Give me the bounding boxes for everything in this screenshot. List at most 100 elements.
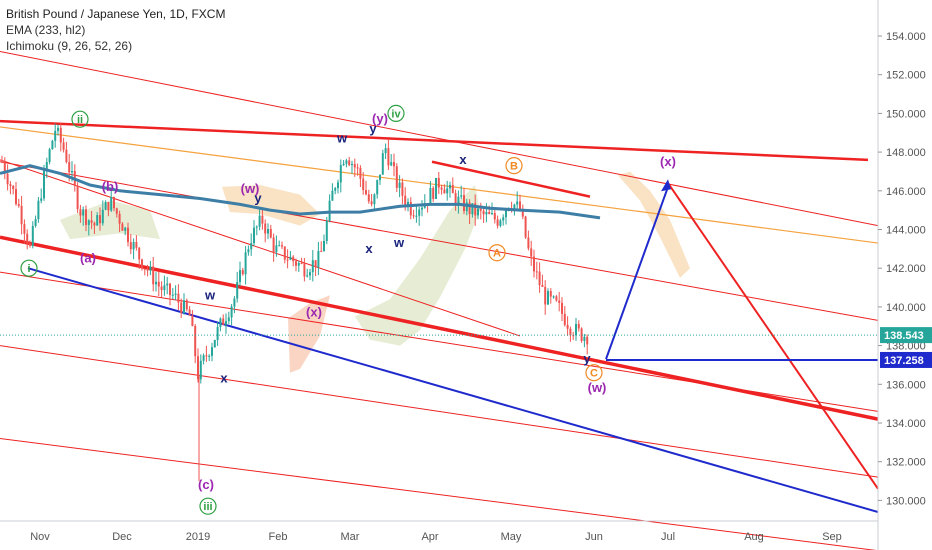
candle-body[interactable] <box>71 171 73 173</box>
candle-body[interactable] <box>48 149 51 162</box>
candle-body[interactable] <box>418 209 421 216</box>
channel-line-4[interactable] <box>0 345 878 478</box>
candle-body[interactable] <box>3 161 6 174</box>
candle-body[interactable] <box>339 165 342 183</box>
candle-body[interactable] <box>286 259 289 261</box>
red-projection-line[interactable] <box>667 182 879 490</box>
candle-body[interactable] <box>253 227 255 244</box>
candle-body[interactable] <box>432 187 435 199</box>
candle-body[interactable] <box>152 266 155 285</box>
candle-body[interactable] <box>132 241 135 250</box>
candle-body[interactable] <box>356 167 359 169</box>
candle-body[interactable] <box>320 250 323 252</box>
candle-body[interactable] <box>365 190 367 195</box>
candle-body[interactable] <box>306 275 309 277</box>
candle-body[interactable] <box>395 166 398 188</box>
candle-body[interactable] <box>99 215 101 224</box>
candle-body[interactable] <box>519 201 521 211</box>
candle-body[interactable] <box>241 270 244 275</box>
candle-body[interactable] <box>199 360 202 380</box>
candle-body[interactable] <box>208 355 211 357</box>
candle-body[interactable] <box>93 222 96 226</box>
candle-body[interactable] <box>446 188 449 194</box>
ema-line[interactable] <box>0 164 601 220</box>
candle-body[interactable] <box>264 223 267 234</box>
candle-body[interactable] <box>247 249 250 253</box>
candle-body[interactable] <box>309 272 311 276</box>
candle-body[interactable] <box>359 167 362 179</box>
candle-body[interactable] <box>460 195 463 197</box>
candle-body[interactable] <box>353 164 356 168</box>
candle-body[interactable] <box>12 185 15 190</box>
candle-body[interactable] <box>376 180 379 195</box>
channel-line-5[interactable] <box>0 437 878 550</box>
candle-body[interactable] <box>289 256 292 260</box>
candle-body[interactable] <box>163 285 166 291</box>
candle-body[interactable] <box>34 219 37 226</box>
candle-body[interactable] <box>555 296 558 301</box>
candle-body[interactable] <box>547 291 549 305</box>
candle-body[interactable] <box>230 306 233 318</box>
candle-body[interactable] <box>443 189 446 194</box>
candle-body[interactable] <box>43 169 45 199</box>
candle-body[interactable] <box>185 300 188 310</box>
candle-body[interactable] <box>149 266 152 271</box>
candle-body[interactable] <box>250 243 253 250</box>
candle-body[interactable] <box>79 209 82 216</box>
candle-body[interactable] <box>216 327 219 340</box>
candle-body[interactable] <box>454 193 457 206</box>
candle-body[interactable] <box>57 127 59 131</box>
candle-body[interactable] <box>505 209 507 218</box>
candle-body[interactable] <box>437 177 440 188</box>
candle-body[interactable] <box>188 309 191 316</box>
candle-body[interactable] <box>76 185 79 210</box>
candle-body[interactable] <box>575 323 577 336</box>
candle-body[interactable] <box>580 328 583 341</box>
candle-body[interactable] <box>37 200 40 220</box>
candle-body[interactable] <box>104 202 107 210</box>
candle-body[interactable] <box>435 177 437 199</box>
candle-body[interactable] <box>272 237 275 252</box>
candle-body[interactable] <box>390 162 393 166</box>
candle-body[interactable] <box>583 336 586 341</box>
candle-body[interactable] <box>171 294 174 296</box>
candle-body[interactable] <box>129 242 132 250</box>
candle-body[interactable] <box>219 318 222 328</box>
candle-body[interactable] <box>342 163 345 166</box>
ichimoku-indicator-label[interactable]: Ichimoku (9, 26, 52, 26) <box>6 39 133 53</box>
candle-body[interactable] <box>345 160 348 164</box>
candle-body[interactable] <box>211 347 213 356</box>
candle-body[interactable] <box>283 246 286 260</box>
candle-body[interactable] <box>121 223 124 231</box>
candle-body[interactable] <box>90 220 93 223</box>
candle-body[interactable] <box>491 213 493 215</box>
candle-body[interactable] <box>29 243 31 246</box>
candle-body[interactable] <box>404 195 407 205</box>
candle-body[interactable] <box>535 271 538 273</box>
candle-body[interactable] <box>499 220 502 226</box>
candle-body[interactable] <box>174 293 177 295</box>
candle-body[interactable] <box>146 268 149 271</box>
candle-body[interactable] <box>169 283 171 296</box>
candle-body[interactable] <box>197 356 199 380</box>
last-price-tag[interactable] <box>880 327 932 344</box>
candle-body[interactable] <box>180 302 183 314</box>
candle-body[interactable] <box>477 208 479 216</box>
candle-body[interactable] <box>258 215 261 227</box>
candle-body[interactable] <box>59 127 62 143</box>
candle-body[interactable] <box>20 205 23 225</box>
candle-body[interactable] <box>393 162 395 167</box>
candle-body[interactable] <box>449 184 451 189</box>
candle-body[interactable] <box>118 213 121 224</box>
channel-line-6[interactable] <box>0 159 521 337</box>
candle-body[interactable] <box>255 226 258 228</box>
candle-body[interactable] <box>479 208 482 211</box>
candle-body[interactable] <box>26 233 29 244</box>
candle-body[interactable] <box>516 201 519 205</box>
candle-body[interactable] <box>485 212 488 215</box>
candle-body[interactable] <box>586 336 589 345</box>
candle-body[interactable] <box>194 325 197 357</box>
candle-body[interactable] <box>202 355 205 361</box>
candle-body[interactable] <box>115 208 118 214</box>
candle-body[interactable] <box>541 285 544 287</box>
